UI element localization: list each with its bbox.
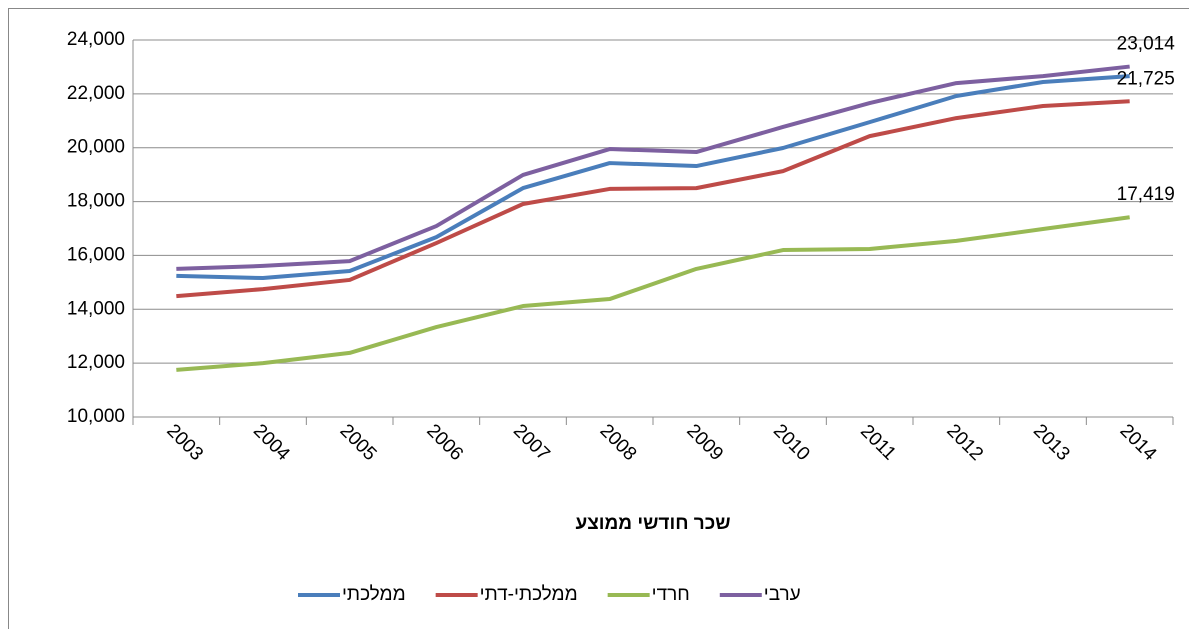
value-label: 23,014 (1117, 34, 1176, 55)
y-tick-label: 16,000 (67, 244, 125, 265)
series-line (176, 64, 1130, 271)
legend-label: ממלכתי-דתי (480, 584, 578, 605)
legend-label: ערבי (764, 584, 801, 605)
y-tick-label: 12,000 (67, 352, 125, 373)
legend-label: ממלכתי (342, 584, 406, 605)
legend-label: חרדי (652, 584, 690, 605)
series-line (176, 99, 1130, 299)
value-label: 17,419 (1117, 184, 1175, 205)
y-tick-label: 22,000 (67, 83, 125, 104)
chart-frame (8, 8, 1189, 629)
y-tick-label: 10,000 (67, 406, 125, 427)
series-line (176, 74, 1130, 281)
y-tick-label: 20,000 (67, 137, 125, 158)
value-label: 21,725 (1117, 68, 1175, 89)
x-axis-title: שכר חודשי ממוצע (575, 513, 730, 534)
y-tick-label: 24,000 (67, 29, 125, 50)
y-tick-label: 18,000 (67, 191, 125, 212)
y-tick-label: 14,000 (67, 298, 125, 319)
series-line (176, 215, 1130, 372)
